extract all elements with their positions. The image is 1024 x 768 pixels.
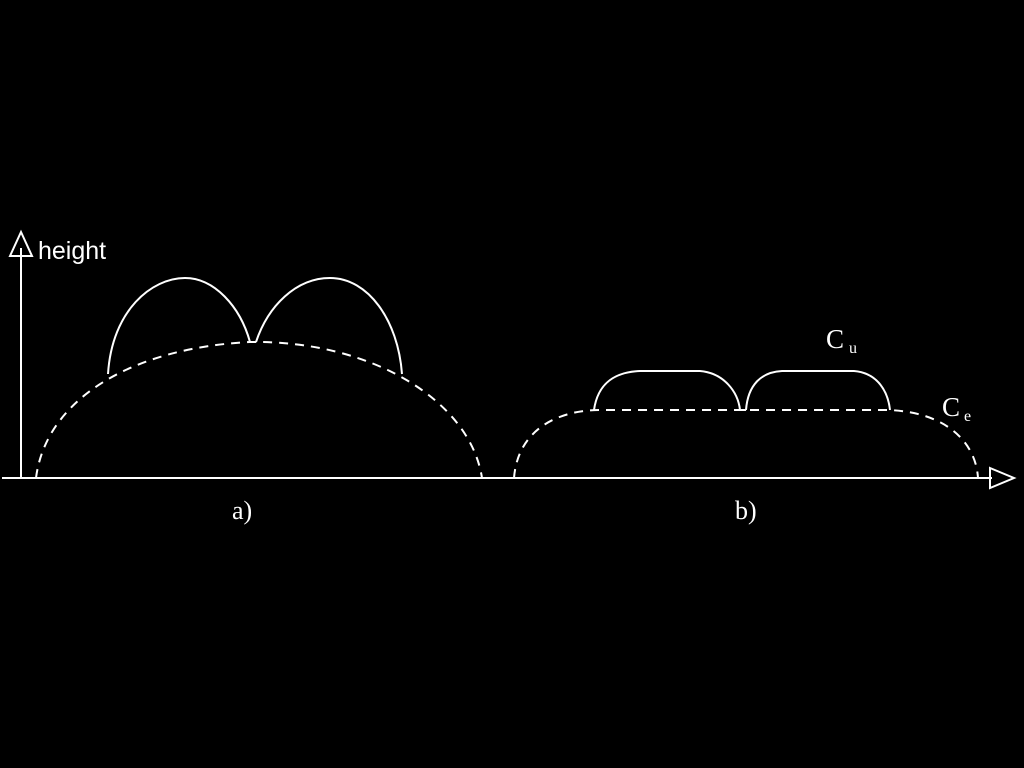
panel-b-left-bump — [593, 370, 741, 411]
panel-b-label: b) — [735, 496, 757, 525]
lower-curve-label-subscript: e — [964, 408, 971, 425]
panel-b-lower-dashed-curve — [513, 409, 979, 479]
panel-a-right-bump — [255, 276, 403, 375]
upper-curve-label-main: C — [826, 324, 844, 354]
lower-curve-label: C e — [942, 392, 971, 425]
panel-b — [513, 370, 979, 479]
y-axis-label: height — [38, 237, 106, 265]
y-axis-arrowhead — [8, 229, 34, 257]
upper-curve-label-subscript: u — [849, 340, 857, 357]
panel-a-label: a) — [232, 496, 252, 525]
panel-a-lower-dashed-curve — [35, 340, 483, 479]
x-axis-arrowhead — [989, 466, 1017, 490]
upper-curve-label: C u — [826, 324, 857, 357]
axes — [2, 229, 1017, 490]
lower-curve-label-main: C — [942, 392, 960, 422]
panel-a — [35, 276, 483, 479]
panel-a-left-bump — [107, 276, 251, 375]
panel-b-right-bump — [745, 370, 891, 411]
